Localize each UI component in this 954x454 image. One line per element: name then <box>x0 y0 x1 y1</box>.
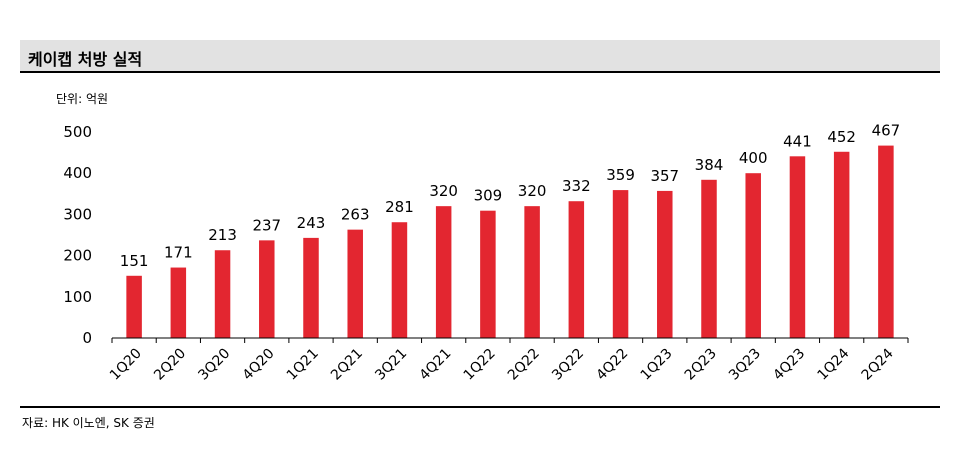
x-tick-label: 4Q22 <box>593 346 631 384</box>
bar <box>347 229 363 338</box>
data-label: 384 <box>695 156 724 174</box>
bar <box>878 145 894 338</box>
data-label: 171 <box>164 244 193 262</box>
y-tick-label: 100 <box>63 288 92 306</box>
bar <box>524 206 540 338</box>
bar <box>745 173 761 338</box>
unit-label: 단위: 억원 <box>56 92 109 106</box>
data-label: 467 <box>872 122 901 140</box>
x-tick-label: 4Q20 <box>240 346 278 384</box>
bar <box>259 240 275 338</box>
x-tick-label: 1Q22 <box>461 346 499 384</box>
data-label: 441 <box>783 132 812 150</box>
y-tick-label: 300 <box>63 205 92 223</box>
data-label: 452 <box>827 128 856 146</box>
x-tick-label: 1Q24 <box>814 345 852 383</box>
y-tick-label: 400 <box>63 164 92 182</box>
bar <box>568 201 585 338</box>
data-label: 263 <box>341 206 370 224</box>
bar <box>435 206 452 338</box>
data-label: 357 <box>650 167 679 185</box>
x-tick-label: 4Q23 <box>770 346 808 384</box>
x-tick-label: 1Q23 <box>638 346 676 384</box>
bar <box>170 267 187 338</box>
x-tick-label: 3Q22 <box>549 346 587 384</box>
data-label: 332 <box>562 177 591 195</box>
source-note: 자료: HK 이노엔, SK 증권 <box>22 416 155 430</box>
data-label: 359 <box>606 166 635 184</box>
data-label: 151 <box>120 252 149 270</box>
x-tick-label: 3Q21 <box>372 346 410 384</box>
x-tick-label: 4Q21 <box>416 346 454 384</box>
x-tick-label: 2Q23 <box>682 346 720 384</box>
x-tick-label: 2Q22 <box>505 346 543 384</box>
y-tick-label: 500 <box>63 123 92 141</box>
data-label: 400 <box>739 149 768 167</box>
chart-title: 케이캡 처방 실적 <box>28 50 143 69</box>
data-label: 243 <box>297 214 326 232</box>
bar <box>391 222 408 338</box>
bar <box>789 156 806 338</box>
x-tick-label: 3Q23 <box>726 346 764 384</box>
data-label: 320 <box>429 182 458 200</box>
data-label: 237 <box>252 216 281 234</box>
bar <box>480 210 496 338</box>
bar <box>701 179 717 338</box>
data-label: 309 <box>474 187 503 205</box>
footer-divider <box>20 406 940 408</box>
x-tick-label: 2Q24 <box>859 345 897 383</box>
data-label: 281 <box>385 198 414 216</box>
data-label: 213 <box>208 226 237 244</box>
x-tick-label: 2Q21 <box>328 346 366 384</box>
y-tick-label: 0 <box>82 329 92 347</box>
bar <box>126 275 142 338</box>
title-bar: 케이캡 처방 실적 <box>20 40 940 73</box>
x-tick-label: 2Q20 <box>151 346 189 384</box>
y-tick-label: 200 <box>63 247 92 265</box>
bar <box>214 250 231 338</box>
bar <box>303 237 319 338</box>
bar <box>612 190 629 338</box>
x-tick-label: 1Q21 <box>284 346 322 384</box>
data-label: 320 <box>518 182 547 200</box>
x-tick-label: 3Q20 <box>195 346 233 384</box>
x-tick-label: 1Q20 <box>107 346 145 384</box>
bar <box>657 190 673 338</box>
bar <box>833 151 850 338</box>
